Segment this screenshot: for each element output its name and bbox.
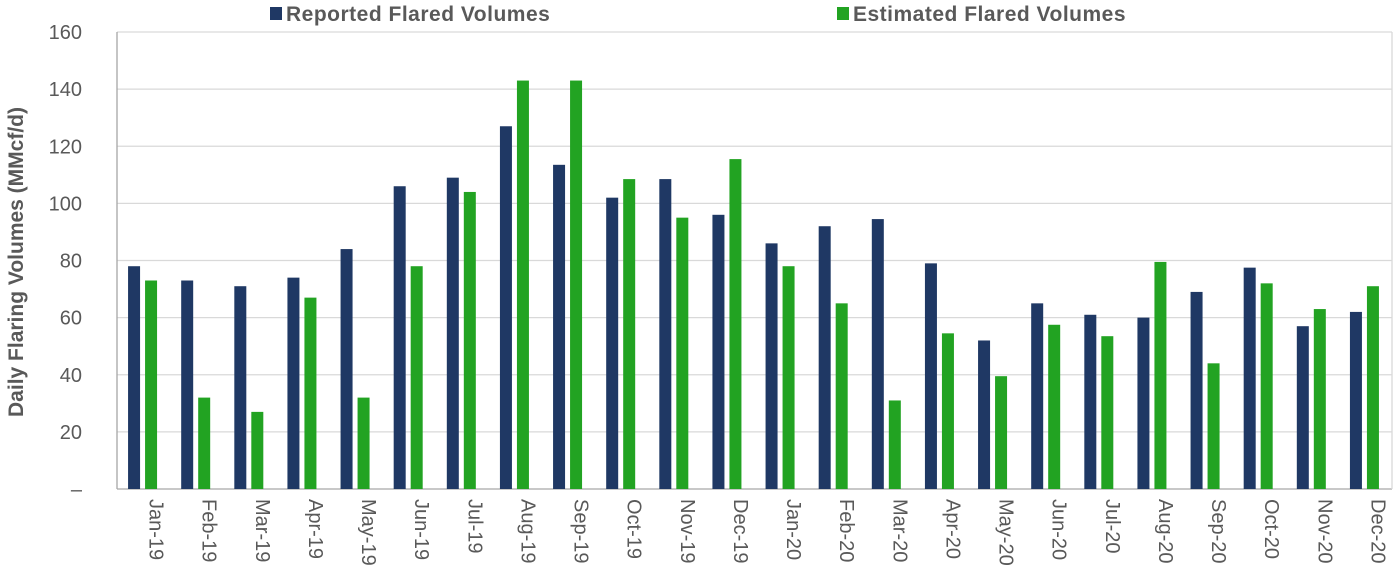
bar-estimated xyxy=(570,80,583,490)
x-tick-label: Apr-20 xyxy=(941,499,963,559)
bars xyxy=(128,80,1379,490)
bar-reported xyxy=(871,219,884,489)
x-tick-label: Sep-19 xyxy=(570,499,592,564)
x-tick-label: Aug-20 xyxy=(1154,499,1176,564)
x-tick-label: Dec-19 xyxy=(729,499,751,563)
x-tick-label: Jul-19 xyxy=(463,499,485,553)
bar-estimated xyxy=(410,266,423,489)
x-tick-label: May-19 xyxy=(357,499,379,566)
x-tick-label: Dec-20 xyxy=(1366,499,1388,563)
legend-swatch-reported xyxy=(270,7,282,20)
bar-estimated xyxy=(1154,261,1167,489)
x-tick-label: Oct-19 xyxy=(623,499,645,559)
x-tick-label: Jul-20 xyxy=(1101,499,1123,553)
bar-reported xyxy=(128,266,141,489)
y-tick-label: 20 xyxy=(60,422,82,444)
gridlines xyxy=(117,31,1392,433)
bar-estimated xyxy=(1313,309,1326,489)
y-tick-label: 40 xyxy=(60,365,82,387)
bar-estimated xyxy=(1101,336,1114,489)
bar-reported xyxy=(393,186,406,490)
x-tick-label: Jan-20 xyxy=(782,499,804,560)
bar-estimated xyxy=(198,397,211,489)
bar-estimated xyxy=(995,376,1008,489)
y-tick-label: 160 xyxy=(49,22,82,44)
bar-reported xyxy=(1031,303,1044,489)
x-tick-label: Jan-19 xyxy=(145,499,167,560)
bar-estimated xyxy=(835,303,848,489)
x-tick-label: Aug-19 xyxy=(516,499,538,564)
bar-reported xyxy=(712,214,725,490)
bar-estimated xyxy=(304,297,317,489)
y-tick-label: 80 xyxy=(60,251,82,273)
bar-estimated xyxy=(1207,363,1220,489)
bar-estimated xyxy=(1048,324,1061,489)
x-tick-label: Feb-19 xyxy=(198,499,220,562)
legend: Reported Flared Volumes Estimated Flared… xyxy=(270,3,1126,26)
bar-reported xyxy=(978,340,991,489)
legend-label-estimated: Estimated Flared Volumes xyxy=(853,3,1126,26)
bar-reported xyxy=(553,164,566,490)
x-tick-label: May-20 xyxy=(995,499,1017,566)
bar-estimated xyxy=(1260,283,1273,489)
x-tick-label: Nov-20 xyxy=(1313,499,1335,563)
bar-reported xyxy=(181,280,194,489)
x-tick-label: Oct-20 xyxy=(1260,499,1282,559)
y-tick-labels: – 20 40 60 80 100 120 140 160 xyxy=(49,22,83,501)
y-tick-label: 140 xyxy=(49,79,82,101)
bar-estimated xyxy=(145,280,158,489)
legend-label-reported: Reported Flared Volumes xyxy=(286,3,550,26)
x-tick-label: Jun-19 xyxy=(410,499,432,560)
bar-reported xyxy=(287,277,300,489)
bar-reported xyxy=(765,243,778,489)
bar-estimated xyxy=(782,266,795,489)
x-tick-label: Mar-20 xyxy=(888,499,910,562)
bar-estimated xyxy=(941,333,954,489)
bar-estimated xyxy=(463,191,476,489)
bar-estimated xyxy=(1366,286,1379,489)
bar-estimated xyxy=(888,400,901,489)
y-axis-label: Daily Flaring Volumes (MMcf/d) xyxy=(5,107,28,417)
bar-reported xyxy=(659,179,672,490)
bar-estimated xyxy=(623,179,636,490)
x-tick-label: Jun-20 xyxy=(1048,499,1070,560)
x-tick-label: Mar-19 xyxy=(251,499,273,562)
x-tick-label: Apr-19 xyxy=(304,499,326,559)
bar-estimated xyxy=(251,411,264,489)
x-tick-label: Nov-19 xyxy=(676,499,698,563)
bar-reported xyxy=(818,226,831,489)
y-tick-label: 120 xyxy=(49,136,82,158)
bar-estimated xyxy=(729,159,742,489)
bar-estimated xyxy=(516,80,529,490)
bar-estimated xyxy=(676,217,689,489)
bar-estimated xyxy=(357,397,370,489)
y-tick-label: – xyxy=(71,479,83,501)
bar-reported xyxy=(606,197,619,489)
legend-swatch-estimated xyxy=(837,7,849,20)
bar-reported xyxy=(499,126,512,489)
y-tick-label: 100 xyxy=(49,193,82,215)
bar-reported xyxy=(234,286,247,489)
x-tick-labels: Jan-19 Feb-19 Mar-19 Apr-19 May-19 Jun-19 Jul-… xyxy=(145,499,1389,566)
bar-reported xyxy=(924,263,937,489)
bar-reported xyxy=(1084,314,1097,489)
bar-reported xyxy=(1296,326,1309,489)
bar-reported xyxy=(1243,267,1256,489)
x-tick-label: Feb-20 xyxy=(835,499,857,562)
y-tick-label: 60 xyxy=(60,308,82,330)
bar-reported xyxy=(340,249,353,489)
bar-reported xyxy=(1137,317,1150,489)
x-tick-label: Sep-20 xyxy=(1207,499,1229,564)
axes xyxy=(116,32,1393,490)
bar-reported xyxy=(1349,311,1362,489)
bar-reported xyxy=(446,177,459,489)
bar-reported xyxy=(1190,291,1203,489)
